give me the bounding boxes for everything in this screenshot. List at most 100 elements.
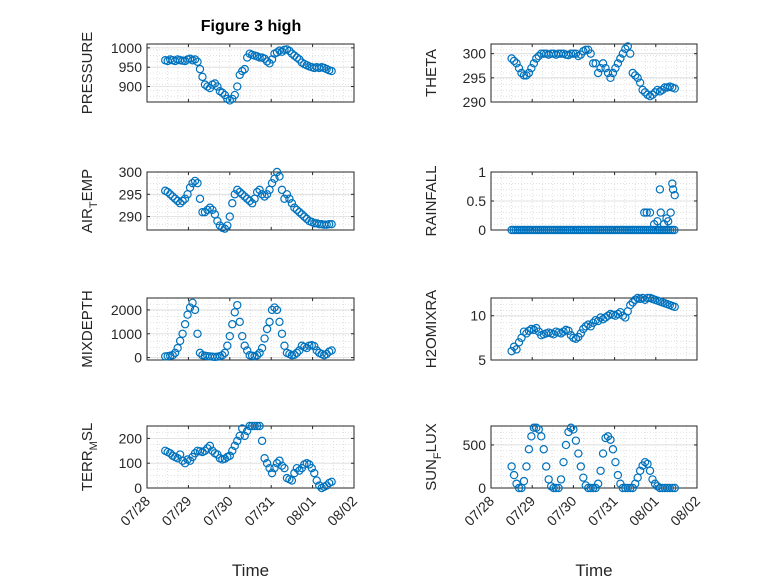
data-point [292, 463, 302, 473]
data-point [618, 311, 628, 320]
data-point [616, 479, 625, 488]
subplot-h2omixra: 10 5 H2OMIXRA [423, 290, 698, 368]
grid [491, 426, 697, 489]
data-point [272, 459, 282, 468]
data-point [240, 431, 249, 441]
data-point [185, 183, 195, 192]
data-point [252, 421, 262, 431]
data-point [626, 300, 635, 310]
data-point [635, 78, 645, 87]
y-tick-label: 0 [134, 480, 142, 496]
data-point [260, 454, 269, 463]
data-point [571, 334, 581, 343]
data-point [327, 346, 336, 355]
data-point [650, 479, 660, 488]
data-point [633, 73, 642, 83]
data-point [188, 298, 197, 307]
subplot-pressure: 1000 950 900 PRESSURE [79, 32, 355, 115]
data-point [606, 435, 615, 444]
data-point [509, 342, 519, 351]
data-point [571, 436, 581, 445]
data-point [670, 190, 679, 200]
data-point [509, 56, 519, 66]
data-point [190, 55, 200, 64]
data-point [626, 49, 635, 58]
y-axis-label: MIXDEPTH [79, 290, 96, 368]
data-point [277, 329, 287, 338]
data-series [161, 421, 336, 493]
data-point [213, 82, 222, 91]
data-point [534, 51, 543, 61]
data-point [220, 348, 230, 358]
data-point [519, 476, 529, 486]
data-point [175, 199, 185, 208]
data-point [668, 179, 677, 188]
data-point [663, 217, 673, 226]
y-axis-label: PRESSURE [79, 32, 96, 115]
data-point [626, 483, 635, 493]
data-point [512, 479, 521, 488]
data-point [628, 483, 637, 493]
data-point [255, 185, 264, 195]
data-point [598, 449, 608, 458]
y-axis-label-subscript: M [88, 441, 100, 450]
data-point [670, 84, 679, 93]
data-point [230, 308, 239, 317]
data-point [519, 327, 529, 336]
data-point [225, 331, 234, 341]
y-tick-label: 200 [119, 430, 143, 446]
x-axis-label: Time [232, 561, 269, 580]
y-tick-label: 295 [119, 186, 143, 202]
data-point [240, 341, 249, 350]
data-point [613, 470, 623, 480]
data-point [213, 216, 222, 226]
data-point [295, 207, 304, 217]
data-point [564, 326, 573, 335]
data-point [310, 341, 319, 351]
data-point [280, 194, 289, 203]
data-point [616, 54, 625, 63]
data-point [228, 199, 237, 208]
data-point [648, 90, 657, 99]
data-point [178, 196, 187, 206]
data-point [635, 466, 645, 475]
y-tick-label: 5 [478, 352, 486, 368]
data-point [260, 192, 269, 201]
data-point [280, 463, 289, 473]
data-point [285, 46, 294, 56]
y-axis-label-subscript: T [88, 201, 100, 208]
data-point [225, 451, 234, 460]
data-point [327, 66, 336, 76]
data-point [532, 54, 541, 63]
data-point [574, 449, 583, 458]
data-point [185, 303, 195, 312]
data-point [233, 185, 242, 195]
data-point [165, 190, 175, 199]
data-point [170, 194, 180, 203]
subplot-mixdepth: 2000 1000 0 MIXDEPTH [79, 290, 355, 368]
data-point [623, 42, 632, 51]
data-point [593, 479, 603, 488]
data-point [656, 208, 665, 217]
data-point [290, 350, 299, 359]
data-point [507, 462, 516, 471]
axes-box [146, 171, 355, 231]
data-point [275, 456, 284, 465]
data-point [300, 212, 309, 221]
data-point [290, 468, 299, 478]
y-tick-label: 2000 [111, 302, 142, 318]
data-point [252, 187, 262, 197]
data-point [514, 338, 524, 347]
data-point [327, 219, 336, 229]
data-point [193, 329, 202, 338]
y-axis-label-main: H2OMIXRA [423, 290, 440, 368]
data-point [235, 187, 244, 197]
data-point [519, 71, 529, 80]
data-point [235, 317, 244, 327]
data-point [193, 57, 202, 66]
data-series [161, 298, 336, 362]
y-axis-label-main: AIR [79, 208, 96, 233]
data-point [645, 466, 655, 475]
data-point [596, 313, 605, 322]
data-point [628, 298, 637, 307]
